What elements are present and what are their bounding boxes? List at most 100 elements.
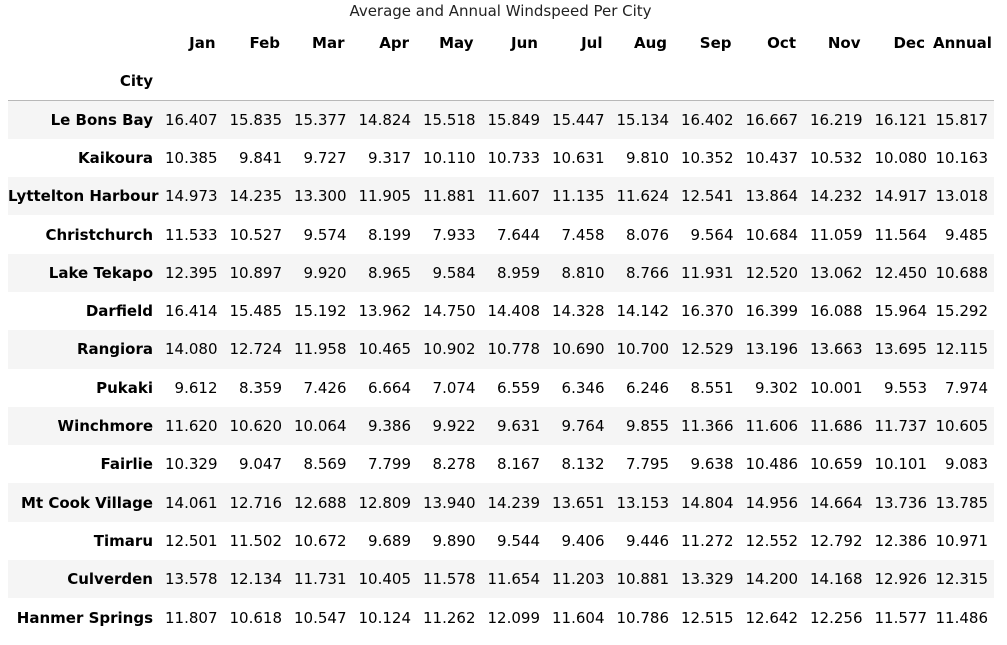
table-cell-may: 9.890 bbox=[432, 531, 476, 550]
table-cell-dec: 14.917 bbox=[874, 187, 928, 206]
table-cell-jan: 9.612 bbox=[174, 378, 218, 397]
table-cell-oct: 11.606 bbox=[745, 417, 799, 436]
table-cell-mar: 10.064 bbox=[294, 417, 347, 436]
table-cell-feb: 10.618 bbox=[229, 608, 283, 627]
table-cell-feb: 15.835 bbox=[229, 110, 283, 129]
table-cell-oct: 12.520 bbox=[745, 263, 799, 282]
column-header-sep: Sep bbox=[699, 34, 732, 52]
table-cell-nov: 12.256 bbox=[810, 608, 863, 627]
table-cell-aug: 9.446 bbox=[626, 531, 669, 550]
table-cell-jul: 6.346 bbox=[561, 378, 605, 397]
table-cell-apr: 8.965 bbox=[368, 263, 411, 282]
table-cell-jul: 8.132 bbox=[561, 455, 605, 474]
table-cell-oct: 16.399 bbox=[745, 302, 799, 321]
table-cell-jun: 9.544 bbox=[497, 531, 540, 550]
index-header-blank bbox=[933, 62, 994, 101]
table-cell-apr: 12.809 bbox=[358, 493, 412, 512]
table-cell-dec: 12.386 bbox=[874, 531, 928, 550]
table-cell-dec: 15.964 bbox=[874, 302, 928, 321]
table-cell-aug: 9.810 bbox=[626, 148, 669, 167]
table-cell-jun: 8.167 bbox=[497, 455, 540, 474]
table-cell-feb: 14.235 bbox=[229, 187, 283, 206]
table-row: Pukaki 9.612 8.359 7.426 6.664 7.074 6.559 6.34… bbox=[8, 368, 994, 407]
table-cell-mar: 15.377 bbox=[294, 110, 347, 129]
table-row: Christchurch 11.533 10.527 9.574 8.199 7.933 7… bbox=[8, 215, 994, 254]
table-cell-jan: 11.620 bbox=[165, 417, 218, 436]
table-cell-annual: 10.971 bbox=[935, 531, 989, 550]
table-cell-jun: 14.408 bbox=[487, 302, 541, 321]
column-header-apr: Apr bbox=[379, 34, 409, 52]
table-cell-jan: 10.329 bbox=[165, 455, 218, 474]
table-cell-aug: 9.855 bbox=[626, 417, 669, 436]
table-cell-sep: 14.804 bbox=[681, 493, 734, 512]
table-cell-jun: 10.733 bbox=[487, 148, 541, 167]
table-cell-nov: 14.232 bbox=[810, 187, 863, 206]
table-cell-annual: 11.486 bbox=[935, 608, 989, 627]
table-cell-annual: 12.115 bbox=[935, 340, 989, 359]
row-label-city: Pukaki bbox=[96, 378, 153, 397]
column-header-jan: Jan bbox=[189, 34, 216, 52]
table-cell-apr: 9.317 bbox=[368, 148, 411, 167]
table-cell-jun: 10.778 bbox=[487, 340, 541, 359]
table-cell-jul: 11.604 bbox=[552, 608, 605, 627]
table-cell-may: 11.578 bbox=[423, 570, 476, 589]
table-cell-apr: 10.124 bbox=[358, 608, 412, 627]
table-cell-oct: 12.552 bbox=[745, 531, 799, 550]
index-header-blank bbox=[611, 62, 676, 101]
table-cell-apr: 8.199 bbox=[368, 225, 411, 244]
column-header-aug: Aug bbox=[633, 34, 667, 52]
index-header-blank bbox=[869, 62, 934, 101]
table-cell-jul: 9.764 bbox=[561, 417, 605, 436]
table-cell-feb: 12.724 bbox=[229, 340, 283, 359]
table-cell-mar: 12.688 bbox=[294, 493, 347, 512]
table-cell-jun: 9.631 bbox=[497, 417, 540, 436]
table-cell-jun: 6.559 bbox=[497, 378, 540, 397]
table-cell-sep: 16.370 bbox=[681, 302, 734, 321]
table-cell-dec: 12.926 bbox=[874, 570, 928, 589]
table-cell-sep: 11.931 bbox=[681, 263, 734, 282]
table-cell-feb: 15.485 bbox=[229, 302, 283, 321]
table-cell-jan: 10.385 bbox=[165, 148, 218, 167]
table-cell-oct: 14.956 bbox=[745, 493, 799, 512]
table-cell-nov: 16.219 bbox=[810, 110, 863, 129]
row-label-city: Fairlie bbox=[100, 455, 154, 474]
table-cell-annual: 12.315 bbox=[935, 570, 989, 589]
table-cell-mar: 7.426 bbox=[303, 378, 347, 397]
table-cell-jan: 14.080 bbox=[165, 340, 218, 359]
table-cell-apr: 7.799 bbox=[368, 455, 411, 474]
table-cell-feb: 10.527 bbox=[229, 225, 283, 244]
table-cell-nov: 14.664 bbox=[810, 493, 863, 512]
row-label-city: Christchurch bbox=[45, 225, 153, 244]
column-header-jul: Jul bbox=[581, 34, 603, 52]
index-header-blank bbox=[288, 62, 353, 101]
table-cell-dec: 11.737 bbox=[874, 417, 928, 436]
table-body: Le Bons Bay 16.407 15.835 15.377 14.824 15.51… bbox=[8, 100, 994, 637]
row-label-city: Winchmore bbox=[57, 417, 153, 436]
table-cell-sep: 11.272 bbox=[681, 531, 734, 550]
table-cell-oct: 12.642 bbox=[745, 608, 799, 627]
index-header-blank bbox=[353, 62, 418, 101]
table-cell-may: 10.902 bbox=[423, 340, 476, 359]
table-cell-jan: 12.501 bbox=[165, 531, 218, 550]
table-cell-oct: 16.667 bbox=[745, 110, 799, 129]
table-cell-apr: 10.465 bbox=[358, 340, 412, 359]
row-label-city: Mt Cook Village bbox=[21, 493, 153, 512]
table-cell-annual: 7.974 bbox=[945, 378, 988, 397]
table-cell-feb: 12.134 bbox=[229, 570, 283, 589]
table-cell-mar: 11.731 bbox=[294, 570, 347, 589]
table-cell-aug: 8.766 bbox=[626, 263, 669, 282]
table-cell-mar: 10.672 bbox=[294, 531, 347, 550]
table-cell-dec: 11.564 bbox=[874, 225, 928, 244]
table-cell-jun: 11.654 bbox=[487, 570, 541, 589]
table-cell-oct: 10.684 bbox=[745, 225, 799, 244]
index-header-blank bbox=[804, 62, 869, 101]
table-cell-sep: 12.541 bbox=[681, 187, 734, 206]
table-cell-dec: 9.553 bbox=[884, 378, 927, 397]
table-cell-jun: 12.099 bbox=[487, 608, 541, 627]
table-cell-jun: 15.849 bbox=[487, 110, 541, 129]
index-name-header: City bbox=[119, 72, 153, 90]
table-cell-jul: 11.203 bbox=[552, 570, 605, 589]
index-header-blank bbox=[224, 62, 289, 101]
column-header-mar: Mar bbox=[312, 34, 345, 52]
table-cell-may: 11.262 bbox=[423, 608, 476, 627]
